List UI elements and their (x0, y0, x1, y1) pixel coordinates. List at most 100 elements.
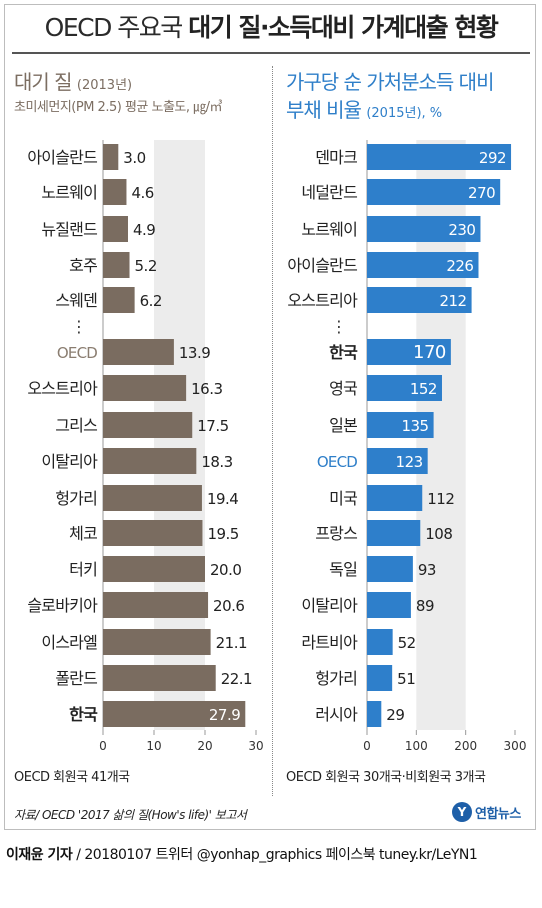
credit-rest: / 20180107 트위터 @yonhap_graphics 페이스북 tun… (72, 847, 478, 863)
left-category-label: 슬로바키아 (27, 596, 98, 615)
left-category-label: OECD (57, 344, 97, 362)
right-category-label: 노르웨이 (301, 220, 357, 239)
left-bar (103, 216, 128, 242)
credit-author: 이재윤 기자 (6, 847, 73, 863)
right-category-label: 프랑스 (315, 524, 357, 543)
page-title: OECD 주요국 대기 질·소득대비 가계대출 현황 (0, 8, 542, 44)
left-category-label: 호주 (69, 256, 97, 275)
yonhap-logo-text: 연합뉴스 (475, 806, 521, 822)
left-category-label: 오스트리아 (27, 379, 98, 398)
yonhap-logo: Y 연합뉴스 (452, 800, 521, 824)
right-bar (367, 485, 423, 511)
right-value-label: 112 (427, 490, 454, 508)
source-note: 자료/ OECD '2017 삶의 질(How's life)' 보고서 (14, 808, 247, 822)
panel-divider (272, 66, 273, 796)
left-value-label: 17.5 (197, 417, 228, 435)
right-value-label: 93 (418, 561, 436, 579)
right-value-label: 52 (398, 634, 416, 652)
right-category-label: 독일 (329, 560, 357, 579)
left-value-label: 20.6 (213, 597, 244, 615)
left-bar (103, 339, 174, 365)
right-bar (367, 252, 479, 278)
right-tick-label: 200 (454, 739, 477, 753)
left-value-label: 13.9 (179, 344, 210, 362)
right-ellipsis: ⋮ (331, 317, 347, 336)
right-bar (367, 179, 501, 205)
right-value-label: 29 (386, 706, 404, 724)
right-category-label: 오스트리아 (287, 291, 358, 310)
right-category-label: 네덜란드 (301, 183, 357, 202)
right-bar (367, 144, 512, 170)
left-value-label: 4.6 (131, 184, 153, 202)
infographic-frame (4, 4, 536, 830)
left-bar (103, 287, 135, 313)
right-category-label: 헝가리 (315, 669, 357, 688)
credit-line: 이재윤 기자 / 20180107 트위터 @yonhap_graphics 페… (6, 844, 478, 864)
right-bar (367, 629, 393, 655)
right-bar (367, 216, 481, 242)
right-bar (367, 287, 472, 313)
right-category-label: 한국 (329, 343, 358, 362)
right-value-label: 135 (401, 417, 428, 435)
right-bar (367, 592, 411, 618)
left-panel-title: 대기 질 (2013년) (14, 66, 132, 95)
right-category-label: 일본 (329, 416, 357, 435)
right-bar (367, 665, 393, 691)
right-value-label: 270 (468, 184, 495, 202)
left-tick-label: 10 (146, 739, 161, 753)
left-panel-subtitle: 초미세먼지(PM 2.5) 평균 노출도, ㎍/㎥ (14, 100, 223, 115)
left-value-label: 18.3 (201, 453, 232, 471)
right-category-label: 러시아 (315, 705, 358, 724)
right-bar (367, 339, 451, 365)
yonhap-logo-icon: Y (452, 802, 472, 822)
left-value-label: 4.9 (133, 221, 155, 239)
right-value-label: 230 (448, 221, 475, 239)
left-category-label: 아이슬란드 (27, 148, 97, 167)
right-value-label: 123 (396, 453, 423, 471)
left-category-label: 폴란드 (55, 669, 97, 688)
left-value-label: 20.0 (210, 561, 241, 579)
left-category-label: 스웨덴 (55, 291, 97, 310)
title-light: OECD 주요국 (44, 13, 184, 42)
left-category-label: 이탈리아 (41, 452, 98, 471)
right-category-label: 이탈리아 (301, 596, 358, 615)
right-panel-title-line1: 가구당 순 가처분소득 대비 (286, 70, 494, 94)
right-tick-label: 0 (363, 739, 371, 753)
right-value-label: 89 (416, 597, 434, 615)
left-tick-label: 30 (248, 739, 263, 753)
left-title-text: 대기 질 (14, 70, 73, 94)
right-bar (367, 520, 421, 546)
left-bar (103, 252, 130, 278)
left-category-label: 그리스 (55, 416, 97, 435)
left-ellipsis: ⋮ (71, 317, 87, 336)
right-bar (367, 412, 434, 438)
left-bar (103, 520, 203, 546)
left-panel-footer: OECD 회원국 41개국 (14, 770, 130, 785)
right-tick-label: 300 (504, 739, 527, 753)
right-category-label: 영국 (329, 379, 357, 398)
right-bar (367, 448, 428, 474)
left-category-label: 체코 (69, 524, 97, 543)
right-bar (367, 701, 382, 727)
title-bold: 대기 질·소득대비 가계대출 현황 (188, 13, 499, 42)
left-value-label: 21.1 (216, 634, 247, 652)
left-category-label: 이스라엘 (41, 633, 97, 652)
left-value-label: 27.9 (209, 706, 240, 724)
right-title-note: (2015년), % (366, 106, 443, 121)
left-bar (103, 412, 193, 438)
left-bar (103, 701, 246, 727)
left-category-label: 터키 (69, 560, 97, 579)
right-category-label: 미국 (329, 489, 357, 508)
left-bar (103, 179, 127, 205)
left-bar (103, 556, 205, 582)
left-bar (103, 144, 119, 170)
left-bar (103, 592, 209, 618)
left-bar (103, 665, 216, 691)
left-category-label: 뉴질랜드 (41, 220, 97, 239)
right-category-label: 라트비아 (301, 633, 358, 652)
left-bar (103, 485, 202, 511)
left-value-label: 5.2 (135, 257, 157, 275)
right-value-label: 51 (397, 670, 415, 688)
left-value-label: 3.0 (123, 149, 145, 167)
right-value-label: 292 (479, 149, 506, 167)
